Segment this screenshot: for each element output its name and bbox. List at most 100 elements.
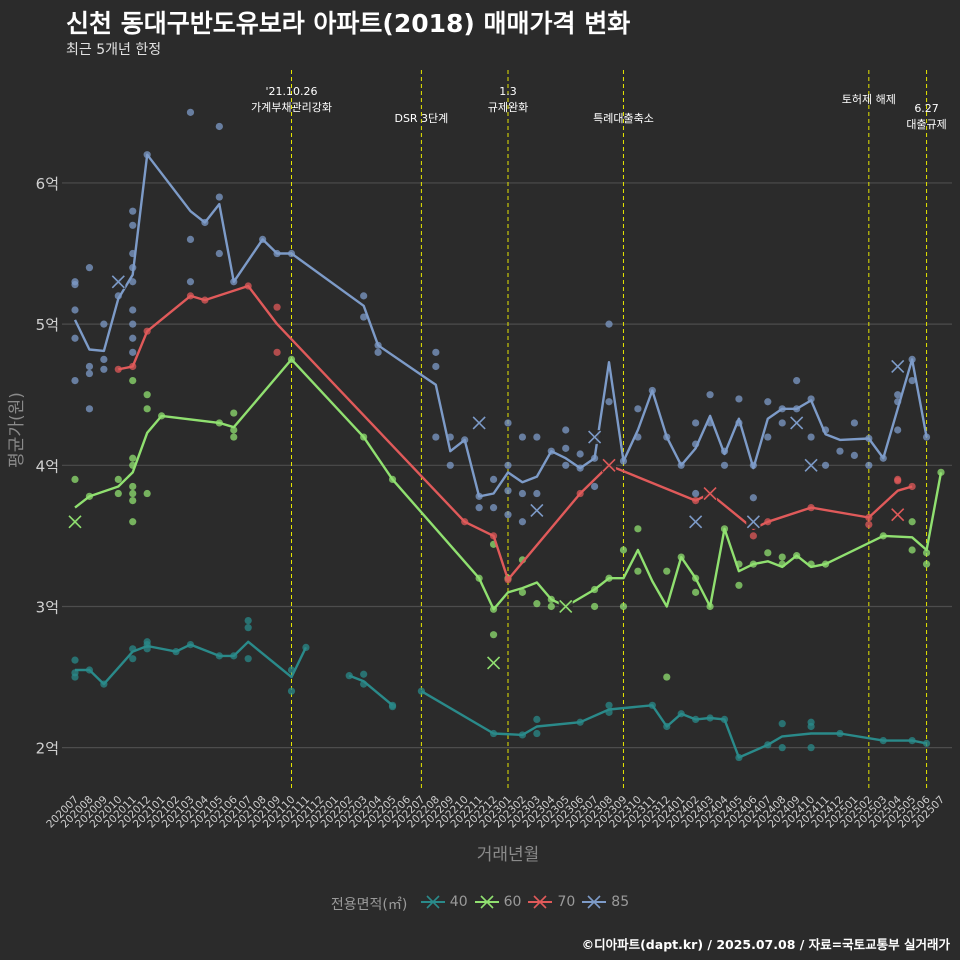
grid-lines (62, 182, 952, 749)
data-point-60 (908, 518, 916, 526)
data-point-85 (518, 489, 527, 498)
data-point-85 (518, 518, 527, 526)
data-point-40 (360, 670, 368, 678)
series-line-70 (118, 284, 913, 581)
data-point-60 (518, 588, 527, 596)
data-point-40 (605, 701, 613, 709)
data-point-60 (591, 602, 599, 611)
data-point-60 (663, 567, 671, 575)
data-point-70 (908, 482, 916, 491)
cross-marker-60 (68, 515, 82, 529)
data-point-85 (432, 362, 440, 371)
data-point-85 (692, 419, 700, 427)
data-point-70 (749, 532, 757, 540)
data-point-85 (100, 320, 108, 328)
y-tick-labels: 2억 3억 4억 5억 6억 (36, 175, 59, 758)
data-point-85 (706, 391, 714, 399)
data-point-60 (692, 588, 700, 596)
series-line-40 (420, 690, 927, 759)
data-point-85 (749, 494, 757, 502)
series-lines (73, 153, 943, 759)
data-point-85 (908, 376, 916, 385)
policy-annotation: 대출규제 (906, 118, 946, 131)
data-point-60 (764, 549, 772, 557)
data-point-85 (504, 419, 512, 427)
data-point-85 (71, 376, 79, 385)
policy-annotation: '21.10.26 (265, 85, 317, 98)
cross-marker-85 (790, 416, 804, 430)
data-point-85 (518, 433, 527, 441)
policy-annotation: 6.27 (914, 102, 939, 115)
data-point-85 (446, 461, 454, 469)
chart-subtitle: 최근 5개년 한정 (66, 42, 162, 58)
data-point-60 (634, 567, 642, 575)
data-point-85 (129, 348, 137, 356)
legend-key-icon (528, 895, 553, 909)
data-point-60 (129, 482, 137, 491)
data-point-85 (562, 426, 570, 434)
data-point-60 (634, 525, 642, 533)
data-point-60 (230, 426, 238, 434)
series-line-85 (73, 153, 928, 498)
data-point-85 (821, 461, 830, 469)
legend-key-icon (582, 895, 607, 909)
data-point-70 (865, 520, 873, 529)
data-point-40 (244, 655, 252, 663)
data-point-85 (576, 450, 584, 458)
data-point-85 (215, 122, 223, 131)
y-tick-label: 6억 (36, 175, 59, 193)
data-point-85 (692, 489, 700, 498)
series-line-60 (74, 358, 943, 611)
data-point-85 (186, 278, 195, 286)
data-point-85 (504, 511, 512, 519)
data-point-40 (778, 744, 786, 752)
data-point-40 (533, 715, 541, 724)
data-point-85 (71, 306, 79, 314)
cross-marker-60 (559, 599, 573, 614)
chart-title: 신천 동대구반도유보라 아파트(2018) 매매가격 변화 (66, 9, 631, 38)
data-point-85 (85, 369, 94, 378)
data-point-70 (273, 303, 281, 311)
data-point-60 (937, 468, 945, 476)
data-point-60 (114, 475, 122, 484)
data-point-85 (186, 235, 195, 244)
legend-label: 70 (557, 894, 576, 910)
data-point-40 (244, 616, 252, 625)
data-point-85 (504, 461, 512, 469)
data-point-85 (591, 482, 599, 491)
data-point-60 (129, 376, 137, 385)
data-point-60 (663, 673, 671, 681)
legend-label: 85 (611, 894, 630, 910)
data-point-85 (533, 489, 541, 498)
legend-item-85: 85 (581, 894, 629, 910)
y-tick-label: 5억 (36, 316, 59, 334)
legend-item-40: 40 (420, 894, 468, 910)
data-point-85 (720, 461, 729, 469)
cross-marker-85 (588, 430, 602, 444)
data-point-85 (432, 433, 440, 441)
data-point-40 (807, 722, 815, 731)
data-point-85 (71, 334, 79, 342)
data-point-85 (85, 264, 94, 272)
y-tick-label: 2억 (36, 740, 59, 758)
data-point-85 (71, 280, 79, 289)
data-point-85 (100, 365, 108, 373)
data-point-85 (129, 334, 137, 342)
data-point-85 (129, 221, 137, 229)
data-point-60 (547, 602, 555, 611)
data-point-85 (807, 433, 815, 441)
legend-label: 60 (503, 894, 522, 910)
data-point-85 (764, 398, 772, 406)
data-point-60 (533, 600, 541, 608)
cross-marker-70 (703, 486, 717, 501)
legend-item-70: 70 (527, 894, 575, 910)
data-point-60 (778, 553, 786, 561)
data-point-85 (360, 313, 368, 321)
data-point-60 (114, 489, 122, 498)
data-point-85 (432, 348, 440, 356)
policy-lines (291, 70, 928, 790)
data-point-40 (533, 729, 541, 738)
data-point-40 (71, 656, 79, 664)
